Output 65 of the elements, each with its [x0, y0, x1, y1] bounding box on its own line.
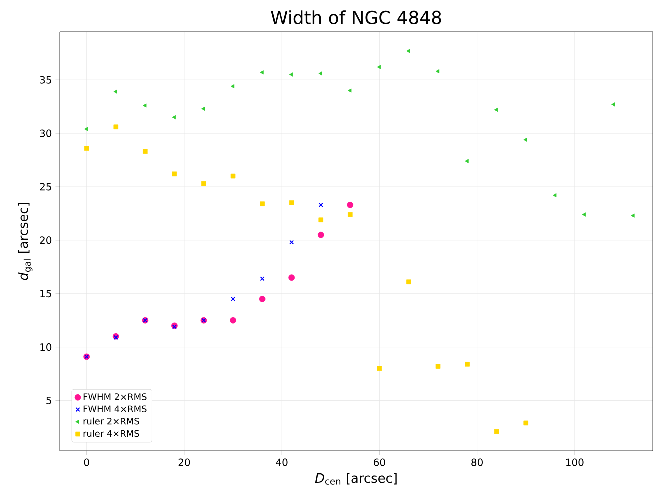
x-tick-label: 60 — [374, 458, 386, 466]
point — [288, 274, 296, 282]
x-tick-label: 40 — [276, 458, 288, 466]
point — [465, 362, 470, 367]
point — [143, 104, 147, 108]
y-tick-label: 5 — [46, 397, 52, 404]
point — [524, 420, 528, 426]
point — [260, 70, 264, 75]
point — [436, 364, 441, 369]
point — [377, 366, 382, 372]
legend-label: FWHM 4×RMS — [84, 406, 147, 412]
point — [230, 84, 235, 89]
point — [406, 280, 412, 285]
point — [377, 65, 381, 70]
point — [260, 202, 265, 206]
point — [318, 202, 324, 208]
point — [143, 149, 148, 154]
point — [348, 88, 352, 93]
y-axis-title: d$_{gal}$ [arcsec] — [18, 203, 33, 280]
point — [631, 214, 635, 218]
legend-label: ruler 4×RMS — [84, 430, 140, 438]
point — [114, 90, 118, 94]
point — [524, 138, 528, 142]
point — [494, 429, 500, 434]
x-tick-label: 80 — [472, 458, 483, 466]
y-tick-label: 20 — [40, 236, 52, 244]
legend-label: FWHM 2×RMS — [84, 394, 147, 400]
point — [290, 240, 294, 245]
point — [318, 232, 324, 238]
point — [172, 115, 176, 120]
y-tick-label: 35 — [40, 76, 52, 84]
point — [289, 200, 294, 206]
point — [114, 124, 119, 130]
point — [465, 159, 469, 164]
point — [436, 69, 440, 74]
point — [260, 276, 265, 282]
y-tick-label: 30 — [40, 130, 52, 138]
point — [494, 108, 498, 112]
point — [348, 212, 353, 218]
point — [318, 72, 322, 76]
chart-title: Width of NGC 4848 — [271, 10, 442, 24]
point — [230, 317, 236, 324]
point — [553, 193, 557, 198]
x-tick-label: 0 — [84, 458, 90, 466]
point — [202, 106, 206, 112]
point — [230, 296, 236, 302]
point — [347, 202, 354, 208]
point — [289, 72, 294, 77]
point — [318, 218, 324, 223]
point — [84, 146, 90, 151]
y-tick-label: 25 — [40, 183, 52, 191]
y-tick-label: 10 — [40, 344, 52, 352]
point — [202, 181, 206, 186]
x-tick-label: 20 — [178, 458, 190, 466]
point — [172, 172, 178, 177]
point — [84, 127, 88, 132]
x-axis-title: D$_{cen}$ [arcsec] — [315, 473, 397, 485]
point — [406, 49, 410, 54]
y-tick-label: 15 — [40, 290, 52, 298]
point — [230, 174, 236, 179]
x-tick-label: 100 — [566, 458, 584, 466]
point — [612, 102, 616, 107]
point — [582, 212, 586, 217]
legend-label: ruler 2×RMS — [84, 418, 140, 425]
point — [259, 296, 266, 302]
